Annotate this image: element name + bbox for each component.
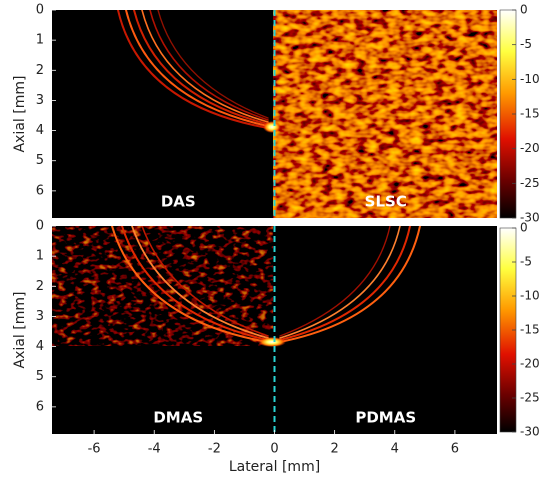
colorbar-tick-label: -15 xyxy=(520,323,540,337)
panel-label: SLSC xyxy=(365,193,407,211)
y-tick-label: 5 xyxy=(36,153,44,168)
colorbar-tick-label: -25 xyxy=(520,176,540,190)
slsc-texture xyxy=(273,10,497,218)
colorbar-tick-label: -20 xyxy=(520,357,540,371)
y-tick-label: 4 xyxy=(36,123,44,138)
x-tick-label: -4 xyxy=(148,442,161,457)
colorbar-tick-label: -15 xyxy=(520,107,540,121)
x-tick-label: 2 xyxy=(330,442,338,457)
y-tick-label: 5 xyxy=(36,369,44,384)
panel-label: DAS xyxy=(161,193,196,211)
colorbar-tick-label: -5 xyxy=(520,255,532,269)
y-tick-label: 6 xyxy=(36,399,44,414)
dmas-arcs xyxy=(111,226,269,343)
y-axis-label: Axial [mm] xyxy=(12,76,28,153)
y-tick-label: 2 xyxy=(36,63,44,78)
colorbar-tick-label: -20 xyxy=(520,141,540,155)
x-tick-label: 0 xyxy=(270,442,278,457)
colorbar-tick-label: -30 xyxy=(520,211,540,225)
colorbar-tick-label: -10 xyxy=(520,72,540,86)
colorbar-tick-label: -30 xyxy=(520,425,540,439)
y-axis-label: Axial [mm] xyxy=(12,292,28,369)
y-tick-label: 0 xyxy=(36,3,44,18)
point-target xyxy=(258,337,286,347)
colorbar-tick-label: -5 xyxy=(520,37,532,51)
x-tick-label: -6 xyxy=(88,442,101,457)
x-tick-label: 6 xyxy=(451,442,459,457)
y-tick-label: 2 xyxy=(36,279,44,294)
colorbar-tick-label: -10 xyxy=(520,289,540,303)
y-tick-label: 3 xyxy=(36,93,44,108)
point-target xyxy=(263,121,281,133)
x-axis-label: Lateral [mm] xyxy=(229,459,320,475)
x-tick-label: -2 xyxy=(208,442,221,457)
colorbar-tick-label: 0 xyxy=(520,3,528,17)
y-tick-label: 1 xyxy=(36,249,44,264)
y-tick-label: 3 xyxy=(36,309,44,324)
x-tick-label: 4 xyxy=(391,442,399,457)
panel-label: PDMAS xyxy=(355,409,416,427)
das-arcs xyxy=(117,10,269,129)
y-tick-label: 1 xyxy=(36,33,44,48)
colorbar-tick-label: 0 xyxy=(520,221,528,235)
dmas-texture xyxy=(52,226,273,346)
y-tick-label: 0 xyxy=(36,219,44,234)
panel-label: DMAS xyxy=(153,409,203,427)
colorbar-tick-label: -25 xyxy=(520,391,540,405)
y-tick-label: 6 xyxy=(36,183,44,198)
y-tick-label: 4 xyxy=(36,339,44,354)
pdmas-arcs xyxy=(279,226,421,343)
